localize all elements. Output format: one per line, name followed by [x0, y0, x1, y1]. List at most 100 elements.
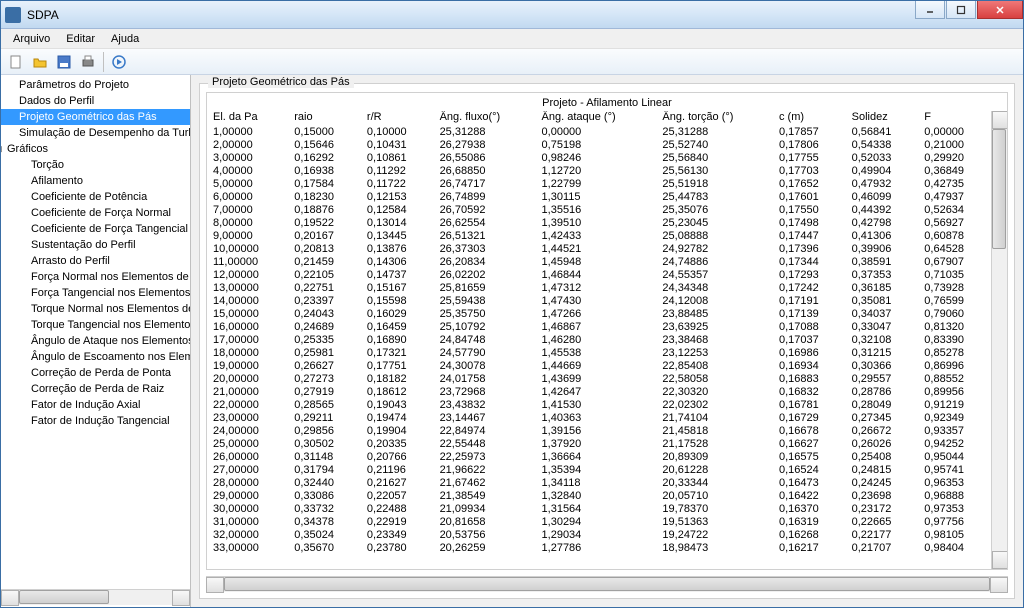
menu-ajuda[interactable]: Ajuda — [103, 31, 147, 47]
tree-item[interactable]: Torque Normal nos Elementos de Pá — [1, 301, 190, 317]
table-cell: 19,78370 — [656, 503, 773, 516]
table-cell: 13,00000 — [207, 282, 288, 295]
table-cell: 0,24689 — [288, 321, 361, 334]
table-cell: 25,00000 — [207, 438, 288, 451]
window-controls — [914, 1, 1023, 19]
table-cell: 0,22177 — [846, 529, 919, 542]
tree-item[interactable]: Fator de Indução Axial — [1, 397, 190, 413]
tree-item[interactable]: Afilamento — [1, 173, 190, 189]
table-cell: 18,98473 — [656, 542, 773, 555]
tree-item[interactable]: Arrasto do Perfil — [1, 253, 190, 269]
hscrollbar[interactable] — [206, 576, 1008, 592]
table-cell: 16,00000 — [207, 321, 288, 334]
table-cell: 0,39906 — [846, 243, 919, 256]
table-row: 18,000000,259810,1732124,577901,4553823,… — [207, 347, 991, 360]
column-header: F — [918, 111, 991, 126]
app-window: SDPA Arquivo Editar Ajuda — [0, 0, 1024, 608]
table-cell: 1,35394 — [536, 464, 657, 477]
print-button[interactable] — [77, 51, 99, 73]
table-cell: 0,25981 — [288, 347, 361, 360]
tree-item[interactable]: Gráficos — [1, 141, 190, 157]
vscroll-thumb[interactable] — [992, 129, 1006, 249]
table-cell: 0,29920 — [918, 152, 991, 165]
tree-item[interactable]: Torque Tangencial nos Elementos d — [1, 317, 190, 333]
tree-item[interactable]: Sustentação do Perfil — [1, 237, 190, 253]
table-cell: 19,51363 — [656, 516, 773, 529]
table-row: 9,000000,201670,1344526,513211,4243325,0… — [207, 230, 991, 243]
table-cell: 1,46844 — [536, 269, 657, 282]
menu-arquivo[interactable]: Arquivo — [5, 31, 58, 47]
table-cell: 7,00000 — [207, 204, 288, 217]
tree-hscrollbar[interactable] — [1, 589, 190, 605]
tree-item[interactable]: Força Tangencial nos Elementos de — [1, 285, 190, 301]
tree-item[interactable]: Correção de Perda de Ponta — [1, 365, 190, 381]
table-cell: 0,38591 — [846, 256, 919, 269]
tree-item[interactable]: Força Normal nos Elementos de Pá — [1, 269, 190, 285]
tree-item[interactable]: Simulação de Desempenho da Turbina — [1, 125, 190, 141]
table-body: 1,000000,150000,1000025,312880,0000025,3… — [207, 126, 991, 555]
table-cell: 22,00000 — [207, 399, 288, 412]
save-button[interactable] — [53, 51, 75, 73]
tree-item[interactable]: Ângulo de Escoamento nos Elemento — [1, 349, 190, 365]
table-cell: 26,27938 — [434, 139, 536, 152]
table-cell: 25,81659 — [434, 282, 536, 295]
vscrollbar[interactable] — [991, 111, 1007, 569]
table-cell: 0,17601 — [773, 191, 846, 204]
open-button[interactable] — [29, 51, 51, 73]
tree-item[interactable]: Torção — [1, 157, 190, 173]
tree-item[interactable]: Ângulo de Ataque nos Elementos de — [1, 333, 190, 349]
table-cell: 0,46099 — [846, 191, 919, 204]
table-cell: 1,39156 — [536, 425, 657, 438]
new-icon — [8, 54, 24, 70]
table-cell: 0,29211 — [288, 412, 361, 425]
open-icon — [32, 54, 48, 70]
maximize-button[interactable] — [946, 1, 976, 19]
table-row: 11,000000,214590,1430626,208341,4594824,… — [207, 256, 991, 269]
table-cell: 0,86996 — [918, 360, 991, 373]
tree-item[interactable]: Projeto Geométrico das Pás — [1, 109, 190, 125]
table-cell: 26,02202 — [434, 269, 536, 282]
tree-item[interactable]: Coeficiente de Força Tangencial — [1, 221, 190, 237]
column-header: c (m) — [773, 111, 846, 126]
table-cell: 0,98404 — [918, 542, 991, 555]
table-cell: 23,14467 — [434, 412, 536, 425]
table-cell: 26,55086 — [434, 152, 536, 165]
run-button[interactable] — [108, 51, 130, 73]
menu-editar[interactable]: Editar — [58, 31, 103, 47]
tree-item[interactable]: Fator de Indução Tangencial — [1, 413, 190, 429]
table-cell: 0,26672 — [846, 425, 919, 438]
table-cell: 24,92782 — [656, 243, 773, 256]
table-cell: 31,00000 — [207, 516, 288, 529]
tree-hscroll-thumb[interactable] — [19, 590, 109, 604]
tree-item[interactable]: Coeficiente de Potência — [1, 189, 190, 205]
tree-item[interactable]: Parâmetros do Projeto — [1, 77, 190, 93]
table-cell: 0,16422 — [773, 490, 846, 503]
table-cell: 3,00000 — [207, 152, 288, 165]
table-cell: 0,96888 — [918, 490, 991, 503]
close-button[interactable] — [977, 1, 1023, 19]
tree-item[interactable]: Coeficiente de Força Normal — [1, 205, 190, 221]
new-button[interactable] — [5, 51, 27, 73]
table-cell: 2,00000 — [207, 139, 288, 152]
column-header: El. da Pa — [207, 111, 288, 126]
table-cell: 0,31215 — [846, 347, 919, 360]
table-cell: 11,00000 — [207, 256, 288, 269]
table-title: Projeto - Afilamento Linear — [207, 93, 1007, 111]
tree-item[interactable]: Correção de Perda de Raiz — [1, 381, 190, 397]
table-cell: 0,17703 — [773, 165, 846, 178]
table-cell: 1,30115 — [536, 191, 657, 204]
minimize-button[interactable] — [915, 1, 945, 19]
table-cell: 29,00000 — [207, 490, 288, 503]
table-cell: 20,53756 — [434, 529, 536, 542]
table-cell: 20,81658 — [434, 516, 536, 529]
tree-item[interactable]: Dados do Perfil — [1, 93, 190, 109]
hscroll-thumb[interactable] — [224, 577, 990, 591]
table-cell: 0,18876 — [288, 204, 361, 217]
table-row: 22,000000,285650,1904323,438321,4153022,… — [207, 399, 991, 412]
table-cell: 0,23172 — [846, 503, 919, 516]
table-cell: 21,17528 — [656, 438, 773, 451]
table-cell: 0,33732 — [288, 503, 361, 516]
groupbox-label: Projeto Geométrico das Pás — [208, 76, 354, 88]
column-header: r/R — [361, 111, 434, 126]
table-row: 10,000000,208130,1387626,373031,4452124,… — [207, 243, 991, 256]
